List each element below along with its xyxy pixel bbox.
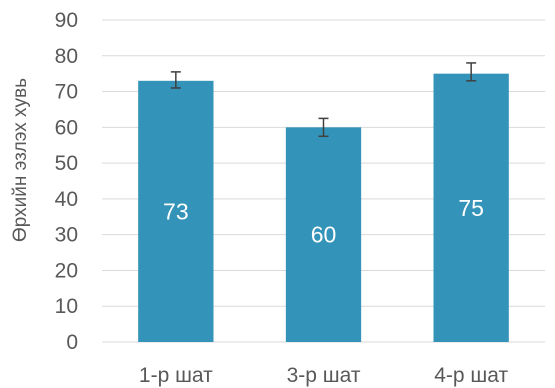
data-label-3: 75 [458, 195, 484, 221]
y-tick-label: 90 [55, 9, 78, 32]
y-tick-label: 30 [55, 224, 78, 247]
error-bars [170, 62, 477, 138]
y-axis-title: Өрхийн эзлэх хувь [10, 78, 31, 242]
data-label-2: 60 [311, 222, 337, 248]
y-tick-label: 0 [66, 331, 78, 354]
x-tick-label: 3-р шат [287, 364, 361, 387]
bars [138, 73, 509, 343]
x-tick-label: 1-р шат [139, 364, 213, 387]
y-tick-label: 50 [55, 152, 78, 175]
y-tick-label: 70 [55, 81, 78, 104]
y-tick-label: 20 [55, 259, 78, 282]
y-axis-ticks: 0 10 20 30 40 50 60 70 80 90 [55, 9, 78, 354]
y-tick-label: 40 [55, 188, 78, 211]
data-labels: 73 60 75 [163, 195, 484, 248]
bar-2 [285, 127, 362, 342]
y-tick-label: 80 [55, 45, 78, 68]
x-axis-ticks: 1-р шат 3-р шат 4-р шат [139, 364, 509, 387]
bar-3 [433, 73, 509, 343]
x-tick-label: 4-р шат [434, 364, 508, 387]
y-tick-label: 60 [55, 116, 78, 139]
bar-1 [138, 80, 214, 343]
data-label-1: 73 [163, 198, 189, 224]
y-tick-label: 10 [55, 295, 78, 318]
